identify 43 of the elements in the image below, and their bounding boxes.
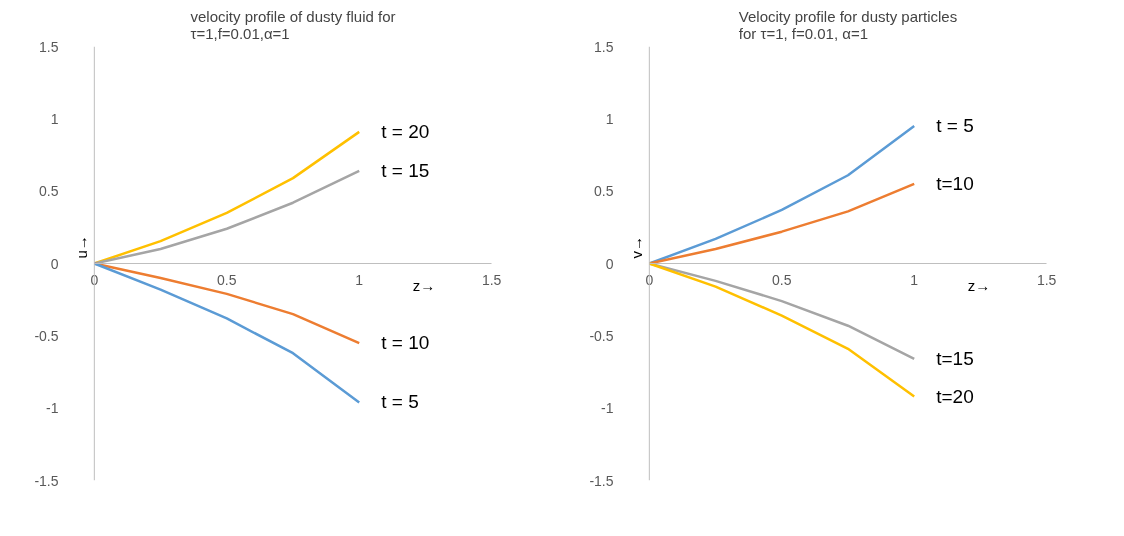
- series-label: t = 10: [381, 332, 430, 354]
- y-tick-label: -0.5: [34, 327, 59, 344]
- chart-title: Velocity profile for dusty particles for τ=1, f=0.01, α=1: [738, 7, 958, 42]
- x-tick-label: 0.5: [217, 271, 237, 288]
- y-tick-label: 0: [50, 255, 59, 272]
- series-label: t = 5: [936, 115, 974, 137]
- x-axis-title: z→: [412, 276, 436, 294]
- y-tick-label: 0.5: [594, 183, 614, 200]
- x-tick-label: 0.5: [772, 271, 792, 288]
- series-label: t = 20: [381, 120, 430, 142]
- line-series: [648, 262, 916, 398]
- y-tick-label: -1: [46, 400, 59, 417]
- x-tick-label: 1: [355, 271, 364, 288]
- y-tick-label: -1.5: [589, 472, 614, 489]
- x-tick-label: 1: [910, 271, 919, 288]
- line-series: [93, 130, 361, 265]
- series-label: t = 5: [381, 391, 419, 413]
- line-series: [93, 262, 361, 345]
- line-series: [648, 182, 916, 265]
- series-label: t=20: [936, 385, 974, 407]
- series-label: t = 15: [381, 159, 430, 181]
- x-axis-title: z→: [967, 276, 991, 294]
- x-tick-label: 0: [645, 271, 654, 288]
- y-tick-label: -0.5: [589, 327, 614, 344]
- y-axis-title: u→: [73, 235, 91, 259]
- series-label: t=15: [936, 347, 974, 369]
- x-tick-label: 1.5: [481, 271, 502, 288]
- line-series: [93, 169, 361, 265]
- series-label: t=10: [936, 172, 974, 194]
- y-tick-label: 1.5: [39, 38, 59, 55]
- chart-title: velocity profile of dusty fluid for τ=1,f=0.01,α=1: [190, 7, 396, 42]
- y-tick-label: -1: [601, 400, 614, 417]
- y-tick-label: 0.5: [39, 183, 59, 200]
- y-axis-title: v→: [628, 236, 646, 259]
- x-tick-label: 0: [90, 271, 99, 288]
- line-series: [648, 124, 916, 265]
- y-tick-label: 1: [50, 110, 59, 127]
- x-tick-label: 1.5: [1036, 271, 1057, 288]
- y-tick-label: 1: [605, 110, 614, 127]
- y-tick-label: 1.5: [594, 38, 614, 55]
- line-series: [93, 262, 361, 404]
- y-tick-label: 0: [605, 255, 614, 272]
- y-tick-label: -1.5: [34, 472, 59, 489]
